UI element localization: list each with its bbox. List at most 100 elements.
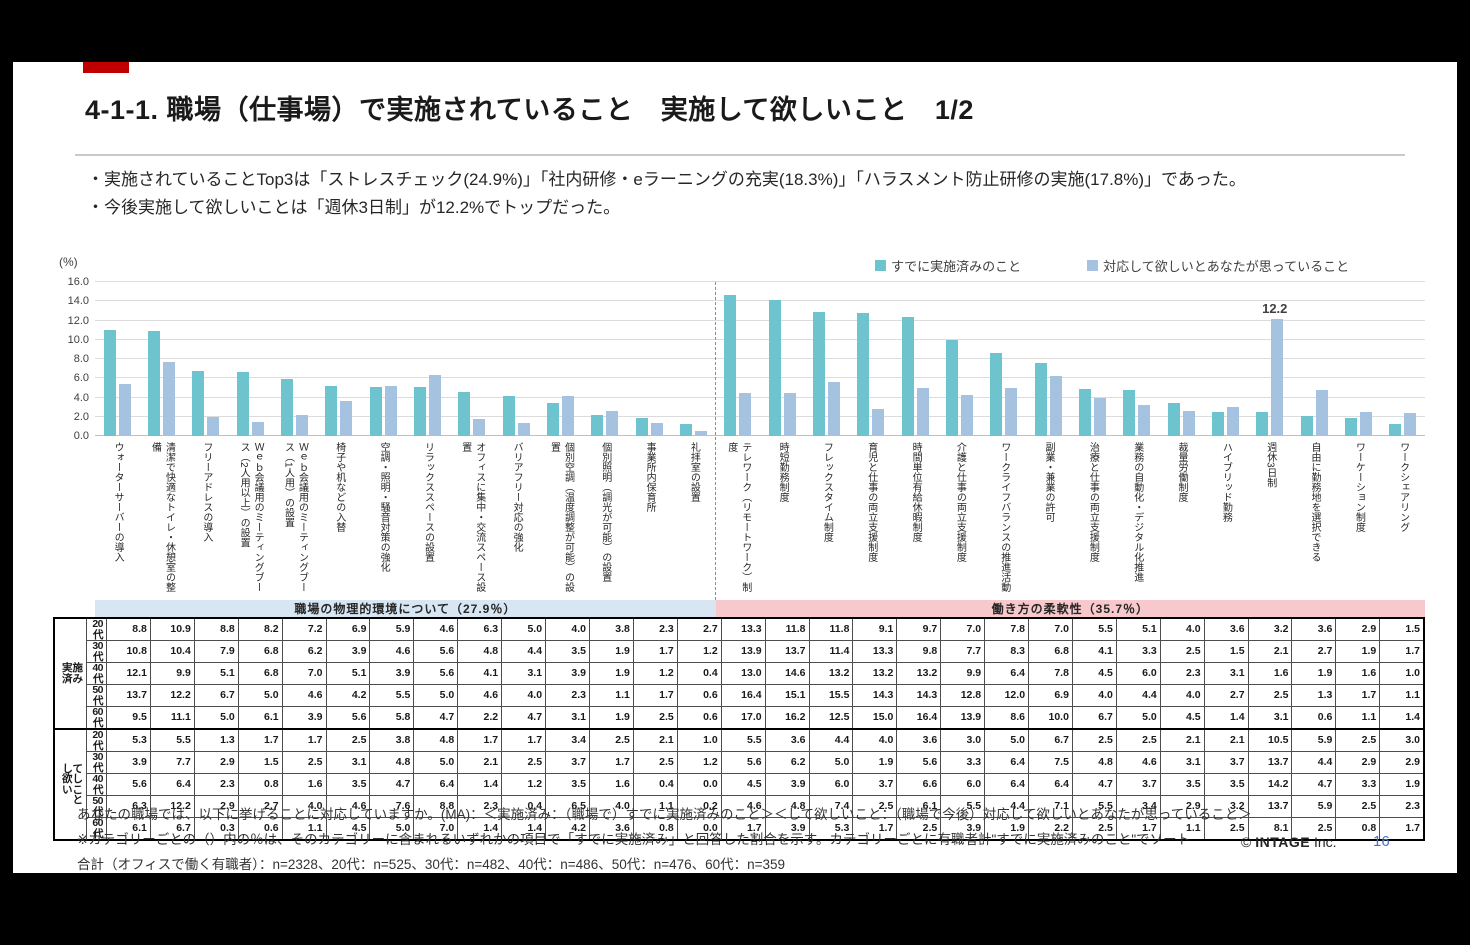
table-cell: 6.7	[1028, 728, 1073, 752]
table-cell: 3.9	[281, 706, 327, 730]
y-axis-tick-label: 0.0	[73, 430, 89, 442]
table-cell: 4.8	[457, 640, 503, 663]
bar-desired	[118, 384, 131, 436]
table-cell: 5.1	[325, 662, 371, 685]
bar-group	[671, 282, 715, 436]
table-cell: 1.1	[281, 817, 327, 841]
age-row-label: 20代	[86, 728, 107, 752]
table-cell: 3.4	[545, 728, 590, 752]
table-cell: 5.6	[413, 662, 459, 685]
bar-desired	[1138, 405, 1151, 436]
table-cell: 3.6	[764, 728, 810, 752]
bar-desired	[517, 422, 530, 436]
section-bands: 職場の物理的環境について（27.9％） 働き方の柔軟性（35.7％）	[95, 600, 1425, 617]
bar-implemented	[325, 385, 338, 436]
category-label: 礼拝室の設置	[688, 442, 700, 502]
table-cell: 1.2	[501, 773, 547, 796]
bar-group	[361, 282, 405, 436]
category-label: ワークライフバランスの推進活動	[998, 442, 1010, 592]
bar-desired	[739, 392, 752, 436]
table-cell: 4.5	[1071, 662, 1117, 685]
table-cell: 4.6	[325, 795, 371, 818]
bar-desired	[561, 395, 574, 436]
table-cell: 1.3	[1291, 684, 1337, 707]
bar-implemented	[413, 386, 426, 436]
bar-implemented	[857, 312, 870, 436]
table-cell: 5.5	[1071, 617, 1117, 641]
category-label: Ｗｅｂ会議用のミーティングブース（2人用以上）の設置	[238, 442, 264, 592]
category-label: 自由に勤務地を選択できる	[1309, 442, 1321, 562]
table-cell: 7.6	[369, 795, 415, 818]
table-cell: 3.9	[764, 817, 810, 841]
table-cell: 6.0	[1115, 662, 1161, 685]
table-cell: 13.9	[720, 640, 766, 663]
table-cell: 4.8	[369, 751, 415, 774]
table-cell: 7.0	[1028, 617, 1073, 641]
table-cell: 3.6	[1203, 617, 1249, 641]
y-axis-tick-label: 2.0	[73, 410, 89, 423]
table-cell: 1.5	[1379, 617, 1425, 641]
gridline	[95, 300, 1425, 302]
category-label: 個別照明（調光が可能）の設置	[599, 442, 611, 582]
table-cell: 6.1	[237, 706, 283, 730]
y-axis-tick-label: 16.0	[67, 276, 89, 288]
category-label: 介護と仕事の両立支援制度	[954, 442, 966, 562]
table-cell: 6.0	[940, 773, 986, 796]
gridline	[95, 435, 1425, 436]
table-cell: 4.6	[281, 684, 327, 707]
table-cell: 6.9	[1028, 684, 1073, 707]
bar-implemented	[990, 353, 1003, 436]
y-axis-tick-label: 6.0	[73, 372, 89, 385]
bar-implemented	[369, 386, 382, 436]
table-cell: 2.1	[1159, 728, 1205, 752]
bar-group	[804, 282, 848, 436]
table-cell: 6.0	[808, 773, 854, 796]
bar-desired	[1049, 376, 1062, 436]
table-cell: 5.5	[369, 684, 415, 707]
table-cell: 2.1	[1203, 728, 1249, 752]
table-cell: 5.0	[193, 706, 239, 730]
y-axis-tick-label: 4.0	[73, 391, 89, 404]
table-cell: 6.4	[984, 662, 1030, 685]
bar-group	[1026, 282, 1070, 436]
table-cell: 1.6	[1247, 662, 1293, 685]
table-cell: 1.9	[588, 706, 634, 730]
table-cell: 10.9	[149, 617, 195, 641]
table-cell: 3.8	[369, 728, 415, 752]
table-cell: 2.5	[281, 751, 327, 774]
table-cell: 1.7	[237, 728, 283, 752]
slide: 4-1-1. 職場（仕事場）で実施されていること 実施して欲しいこと 1/2 ・…	[13, 62, 1457, 873]
table-cell: 3.2	[1203, 795, 1249, 818]
bar-implemented	[1389, 423, 1402, 436]
table-cell: 3.5	[325, 773, 371, 796]
table-cell: 5.6	[720, 751, 766, 774]
table-cell: 1.9	[984, 817, 1030, 841]
table-cell: 13.7	[106, 684, 151, 707]
age-row-label: 40代	[86, 773, 107, 796]
table-cell: 5.9	[1291, 728, 1337, 752]
table-cell: 14.3	[852, 684, 898, 707]
table-cell: 1.4	[457, 817, 503, 841]
table-cell: 9.9	[149, 662, 195, 685]
table-cell: 6.4	[149, 773, 195, 796]
bar-group	[139, 282, 183, 436]
bar-implemented	[901, 316, 914, 436]
section-divider-dashed-line	[715, 282, 716, 600]
table-cell: 8.8	[193, 617, 239, 641]
table-cell: 2.5	[1335, 795, 1381, 818]
table-cell: 1.0	[676, 728, 722, 752]
table-cell: 3.5	[545, 773, 590, 796]
table-cell: 3.3	[940, 751, 986, 774]
table-cell: 5.9	[1291, 795, 1337, 818]
category-label: Ｗｅｂ会議用のミーティングブース（1人用）の設置	[282, 442, 308, 592]
table-cell: 2.3	[632, 617, 678, 641]
bar-desired	[384, 385, 397, 436]
table-cell: 9.7	[896, 617, 942, 641]
table-cell: 6.8	[1028, 640, 1073, 663]
table-cell: 3.2	[1247, 617, 1293, 641]
bar-desired	[473, 418, 486, 436]
category-label: 時短勤務制度	[777, 442, 789, 502]
table-cell: 13.9	[940, 706, 986, 730]
bar-implemented	[236, 372, 249, 436]
table-cell: 7.2	[281, 617, 327, 641]
